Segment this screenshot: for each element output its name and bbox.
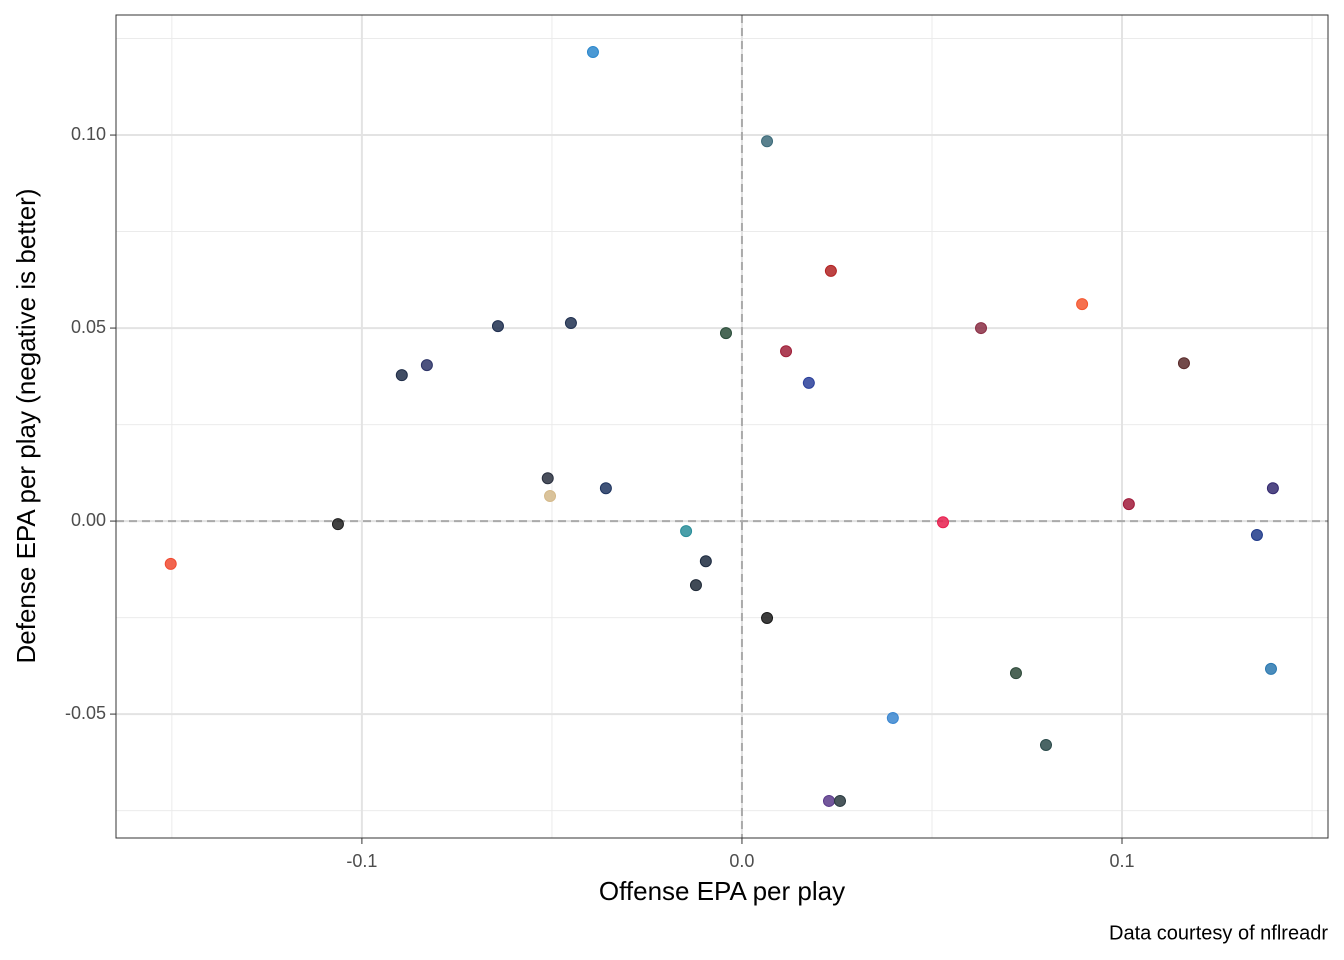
x-axis-title: Offense EPA per play — [599, 876, 845, 906]
x-tick-label: 0.0 — [729, 851, 754, 871]
point — [1264, 662, 1277, 675]
point — [761, 611, 774, 624]
point — [541, 472, 554, 485]
point — [395, 369, 408, 382]
y-tick-label: 0.10 — [71, 124, 106, 144]
point — [586, 46, 599, 59]
point — [1122, 498, 1135, 511]
point — [824, 264, 837, 277]
point — [1076, 298, 1089, 311]
point — [599, 482, 612, 495]
y-tick-label: -0.05 — [65, 703, 106, 723]
point — [564, 317, 577, 330]
y-axis-title: Defense EPA per play (negative is better… — [11, 189, 41, 664]
point — [420, 359, 433, 372]
point — [1039, 738, 1052, 751]
x-tick-label: -0.1 — [346, 851, 377, 871]
point — [331, 518, 344, 531]
point — [699, 555, 712, 568]
point — [975, 322, 988, 335]
y-tick-label: 0.00 — [71, 510, 106, 530]
point — [680, 525, 693, 538]
point — [780, 345, 793, 358]
point — [886, 711, 899, 724]
point — [1266, 482, 1279, 495]
y-tick-label: 0.05 — [71, 317, 106, 337]
x-tick-label: 0.1 — [1109, 851, 1134, 871]
panel-border — [115, 14, 1329, 839]
point — [544, 489, 557, 502]
point — [822, 794, 835, 807]
caption: Data courtesy of nflreadr — [1109, 922, 1328, 944]
point — [834, 794, 847, 807]
point — [761, 135, 774, 148]
point — [689, 579, 702, 592]
point — [802, 376, 815, 389]
point — [937, 516, 950, 529]
point — [1250, 528, 1263, 541]
point — [164, 557, 177, 570]
point — [491, 320, 504, 333]
point — [1177, 357, 1190, 370]
point — [719, 327, 732, 340]
point — [1009, 667, 1022, 680]
